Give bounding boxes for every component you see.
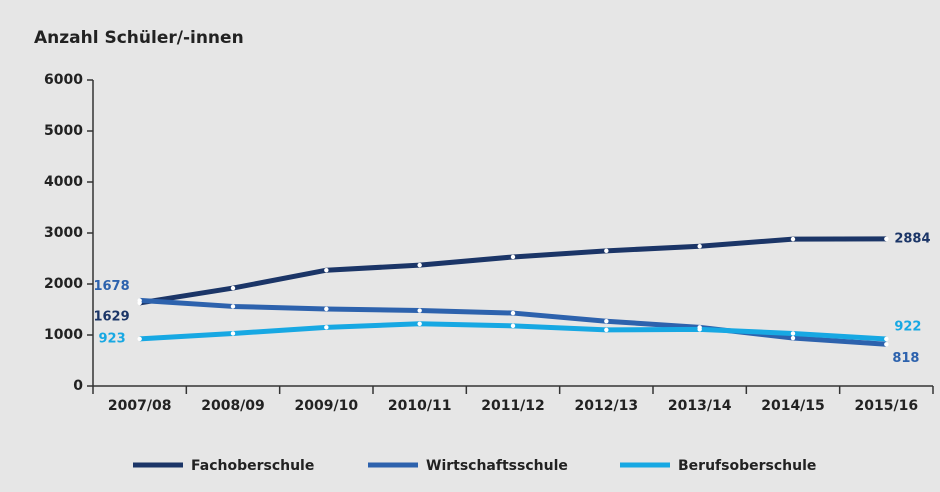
legend-label: Wirtschaftsschule [426,458,568,474]
x-tick-label: 2014/15 [761,398,825,414]
point [884,336,889,342]
point [324,306,329,312]
x-tick-label: 2012/13 [575,398,639,414]
point [137,298,142,303]
y-tick-label: 5000 [44,123,83,139]
point [510,310,516,316]
point [790,331,796,336]
point [417,262,422,268]
x-tick-label: 2009/10 [295,398,359,414]
point [604,248,609,254]
y-tick-label: 1000 [44,327,83,343]
legend-label: Berufsoberschule [678,458,816,474]
point [417,321,422,326]
point [510,254,516,260]
point [884,342,889,347]
y-tick-label: 2000 [44,276,83,292]
point [790,236,796,242]
y-tick-label: 4000 [44,174,83,190]
value-label: 923 [99,331,126,346]
y-tick-label: 3000 [44,225,83,241]
point [510,323,516,329]
value-label: 922 [894,319,921,334]
value-label: 818 [892,351,919,366]
x-tick-label: 2015/16 [855,398,919,414]
point [230,331,236,336]
chart-title: Anzahl Schüler/-innen [34,28,244,48]
x-tick-label: 2010/11 [388,398,452,414]
value-label: 2884 [894,231,930,246]
point [324,325,329,330]
x-tick-label: 2008/09 [201,398,265,414]
point [324,268,329,273]
point [697,244,702,249]
point [697,327,702,332]
point [604,327,609,333]
y-tick-label: 0 [73,378,83,394]
legend-label: Fachoberschule [191,458,314,474]
x-tick-label: 2007/08 [108,398,172,414]
point [230,304,236,309]
point [137,336,142,342]
x-tick-label: 2011/12 [481,398,545,414]
x-tick-label: 2013/14 [668,398,732,414]
point [604,319,609,324]
point [230,285,236,291]
point [790,335,796,341]
point [884,236,889,242]
value-label: 1629 [93,309,129,324]
y-tick-label: 6000 [44,72,83,88]
value-label: 1678 [93,279,129,294]
point [417,308,422,313]
